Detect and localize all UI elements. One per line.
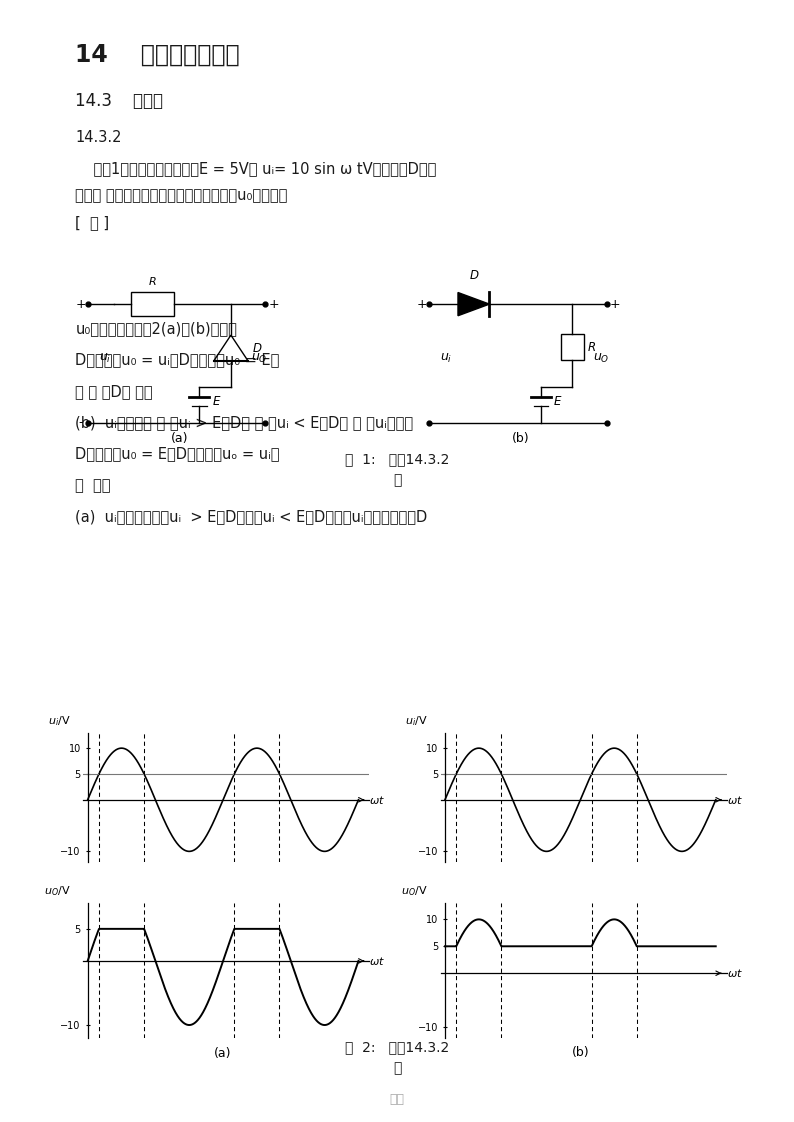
Text: E: E bbox=[553, 395, 561, 407]
Text: $u_O$: $u_O$ bbox=[592, 352, 609, 365]
Text: (b)  uᵢ为正半周 时 ；uᵢ > E，D导 通 ；uᵢ < E，D截 止 。uᵢ为负半: (b) uᵢ为正半周 时 ；uᵢ > E，D导 通 ；uᵢ < E，D截 止 。… bbox=[75, 415, 414, 430]
Text: -: - bbox=[79, 416, 83, 430]
Polygon shape bbox=[458, 293, 489, 315]
Text: D: D bbox=[469, 269, 478, 282]
Text: 周 时 ，D截 止。: 周 时 ，D截 止。 bbox=[75, 384, 153, 398]
Text: 图: 图 bbox=[393, 473, 401, 487]
Text: 在图1所示的各电路图中，E = 5V， uᵢ= 10 sin ω tV，二极管D的正: 在图1所示的各电路图中，E = 5V， uᵢ= 10 sin ω tV，二极管D… bbox=[75, 162, 437, 176]
Text: $\omega t$: $\omega t$ bbox=[369, 955, 385, 967]
Text: $u_i$: $u_i$ bbox=[99, 352, 111, 365]
Bar bbox=[131, 293, 174, 315]
Text: $u_O$/V: $u_O$/V bbox=[401, 884, 428, 898]
Text: D导通时，u₀ = uᵢ；D截止时，u₀ = E。: D导通时，u₀ = uᵢ；D截止时，u₀ = E。 bbox=[75, 352, 279, 367]
Text: D: D bbox=[252, 341, 261, 355]
Text: R: R bbox=[588, 341, 596, 353]
Text: (b): (b) bbox=[572, 1046, 589, 1059]
Text: E: E bbox=[212, 395, 220, 407]
Text: R: R bbox=[148, 277, 156, 287]
Text: $u_i$: $u_i$ bbox=[441, 352, 453, 365]
Text: 截  止。: 截 止。 bbox=[75, 478, 111, 493]
Text: [  解 ]: [ 解 ] bbox=[75, 215, 110, 230]
Text: (a)  uᵢ为正半周时，uᵢ  > E，D导通；uᵢ < E，D截止。uᵢ为负半周时，D: (a) uᵢ为正半周时，uᵢ > E，D导通；uᵢ < E，D截止。uᵢ为负半周… bbox=[75, 509, 428, 524]
Text: +: + bbox=[268, 297, 279, 311]
Text: $u_O$/V: $u_O$/V bbox=[44, 884, 71, 898]
Text: D导通时，u₀ = E；D截止时，uₒ = uᵢ。: D导通时，u₀ = E；D截止时，uₒ = uᵢ。 bbox=[75, 447, 280, 461]
Text: 图  1:   习顉14.3.2: 图 1: 习顉14.3.2 bbox=[345, 452, 449, 466]
Text: $\omega t$: $\omega t$ bbox=[727, 793, 742, 806]
Text: 14.3    二极管: 14.3 二极管 bbox=[75, 92, 164, 110]
Text: 图  2:   习顉14.3.2: 图 2: 习顉14.3.2 bbox=[345, 1040, 449, 1054]
Text: 向压降 可忽略不计，试分别画出输出电压u₀的波形。: 向压降 可忽略不计，试分别画出输出电压u₀的波形。 bbox=[75, 188, 287, 203]
Text: 14.3.2: 14.3.2 bbox=[75, 130, 122, 145]
Text: +: + bbox=[417, 297, 427, 311]
Text: 精选: 精选 bbox=[390, 1093, 404, 1106]
Text: $u_i$/V: $u_i$/V bbox=[405, 714, 428, 727]
Text: u₀的波形分别如图2(a)和(b)所示。: u₀的波形分别如图2(a)和(b)所示。 bbox=[75, 321, 237, 335]
Text: +: + bbox=[75, 297, 86, 311]
Text: (b): (b) bbox=[512, 432, 530, 445]
Text: $u_O$: $u_O$ bbox=[251, 352, 268, 365]
Text: $\omega t$: $\omega t$ bbox=[727, 967, 742, 980]
Text: (a): (a) bbox=[171, 432, 188, 445]
Bar bbox=[561, 334, 584, 360]
Text: (a): (a) bbox=[214, 1048, 232, 1060]
Text: $\omega t$: $\omega t$ bbox=[369, 793, 385, 806]
Text: 14    二极管和晋体管: 14 二极管和晋体管 bbox=[75, 43, 240, 66]
Text: +: + bbox=[610, 297, 620, 311]
Text: 图: 图 bbox=[393, 1061, 401, 1075]
Text: $u_i$/V: $u_i$/V bbox=[48, 714, 71, 727]
